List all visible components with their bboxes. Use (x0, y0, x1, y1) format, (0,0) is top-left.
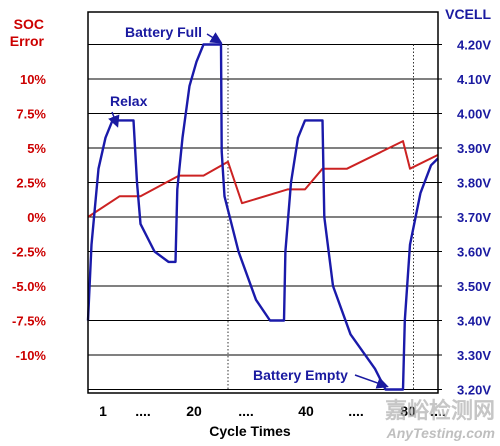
watermark-en: AnyTesting.com (386, 425, 495, 441)
x-tick-label: .... (348, 403, 364, 419)
right-tick-label: 4.20V (457, 38, 491, 53)
annotation-battery-empty: Battery Empty (253, 367, 348, 383)
x-tick-label: .... (238, 403, 254, 419)
annotation-battery-full: Battery Full (125, 24, 202, 40)
soc-error-line (87, 140, 439, 218)
right-tick-label: 3.60V (457, 245, 491, 260)
reference-lines (227, 44, 414, 390)
left-tick-label: -7.5% (12, 314, 46, 329)
right-tick-label: 3.90V (457, 141, 491, 156)
x-axis: 1.... 20.... 40.... 80 .... Cycle Times (99, 403, 446, 439)
x-tick-label: .... (135, 403, 151, 419)
left-tick-label: 2.5% (16, 176, 46, 191)
x-tick-label: 40 (298, 403, 314, 419)
x-tick-label: .... (430, 403, 446, 419)
left-tick-label: -2.5% (12, 245, 46, 260)
right-tick-label: 3.20V (457, 383, 491, 398)
left-tick-label: 0% (27, 210, 46, 225)
left-tick-label: 10% (20, 72, 46, 87)
right-tick-label: 3.40V (457, 314, 491, 329)
plot-frame (87, 11, 439, 394)
left-axis-title: Error (10, 33, 45, 49)
arrow-battery-full (206, 32, 223, 44)
watermark: 嘉峪检测网 AnyTesting.com (385, 398, 495, 441)
watermark-cn: 嘉峪检测网 (385, 398, 495, 423)
x-tick-label: 1 (99, 403, 107, 419)
right-tick-label: 4.10V (457, 72, 491, 87)
right-axis-title: VCELL (445, 6, 491, 22)
right-tick-label: 3.50V (457, 279, 491, 294)
arrow-relax (108, 111, 120, 128)
right-axis: VCELL 4.20V 4.10V 4.00V 3.90V 3.80V 3.70V 3.60V… (445, 6, 491, 398)
arrow-battery-empty (354, 374, 389, 389)
right-tick-label: 3.30V (457, 348, 491, 363)
x-axis-title: Cycle Times (209, 423, 291, 439)
left-tick-label: 5% (27, 141, 46, 156)
x-tick-label: 20 (186, 403, 202, 419)
right-tick-label: 3.80V (457, 176, 491, 191)
grid-lines (88, 44, 442, 390)
left-axis-title: SOC (14, 16, 44, 32)
left-tick-label: -5.0% (12, 279, 46, 294)
annotation-relax: Relax (110, 93, 148, 109)
annotations: Battery Full Relax Battery Empty (108, 24, 389, 389)
right-tick-label: 4.00V (457, 107, 491, 122)
right-tick-label: 3.70V (457, 210, 491, 225)
left-tick-label: 7.5% (16, 107, 46, 122)
x-tick-label: 80 (400, 403, 416, 419)
left-tick-label: -10% (16, 348, 47, 363)
